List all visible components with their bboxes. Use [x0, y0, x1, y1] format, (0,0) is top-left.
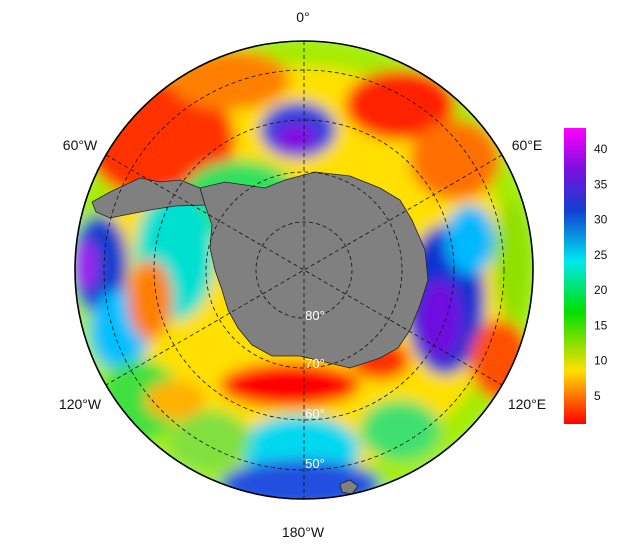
- lon-label-60e: 60°E: [512, 137, 543, 153]
- antarctica-landmass: [199, 171, 429, 369]
- colorbar-tick-label: 10: [594, 354, 608, 368]
- colorbar-tick-label: 20: [594, 283, 608, 297]
- colorbar-tick-label: 40: [594, 142, 608, 156]
- colorbar-gradient: [564, 128, 586, 424]
- map-boundary: [74, 40, 534, 500]
- lat-label-80: 80°: [305, 308, 325, 323]
- lat-circle-70: [205, 171, 403, 369]
- antarctic-peninsula: [91, 177, 206, 219]
- lon-label-180w: 180°W: [282, 524, 325, 540]
- lat-label-70: 70°: [305, 356, 325, 371]
- ocean-field: [75, 41, 533, 499]
- lat-circle-60: [153, 119, 455, 421]
- south-america-tip: [339, 479, 359, 495]
- colorbar-tick-label: 30: [594, 213, 608, 227]
- lon-label-120w: 120°W: [59, 396, 102, 412]
- graticule: [103, 41, 505, 499]
- lon-label-60w: 60°W: [63, 137, 98, 153]
- meridian-60w-120e: [105, 154, 503, 386]
- lat-label-50: 50°: [305, 456, 325, 471]
- colorbar: 5 10 15 20 25 30 35 40: [564, 128, 608, 424]
- meridian-60e-120w: [105, 154, 503, 386]
- colorbar-tick-label: 5: [594, 389, 601, 403]
- colorbar-tick-label: 25: [594, 248, 608, 262]
- lat-label-60: 60°: [305, 406, 325, 421]
- lat-circle-80: [255, 221, 353, 319]
- lat-circle-50: [103, 69, 505, 471]
- colorbar-ticks: 5 10 15 20 25 30 35 40: [594, 142, 608, 403]
- colorbar-tick-label: 15: [594, 318, 608, 332]
- lon-label-0: 0°: [296, 9, 309, 25]
- lon-label-120e: 120°E: [508, 396, 546, 412]
- colorbar-tick-label: 35: [594, 177, 608, 191]
